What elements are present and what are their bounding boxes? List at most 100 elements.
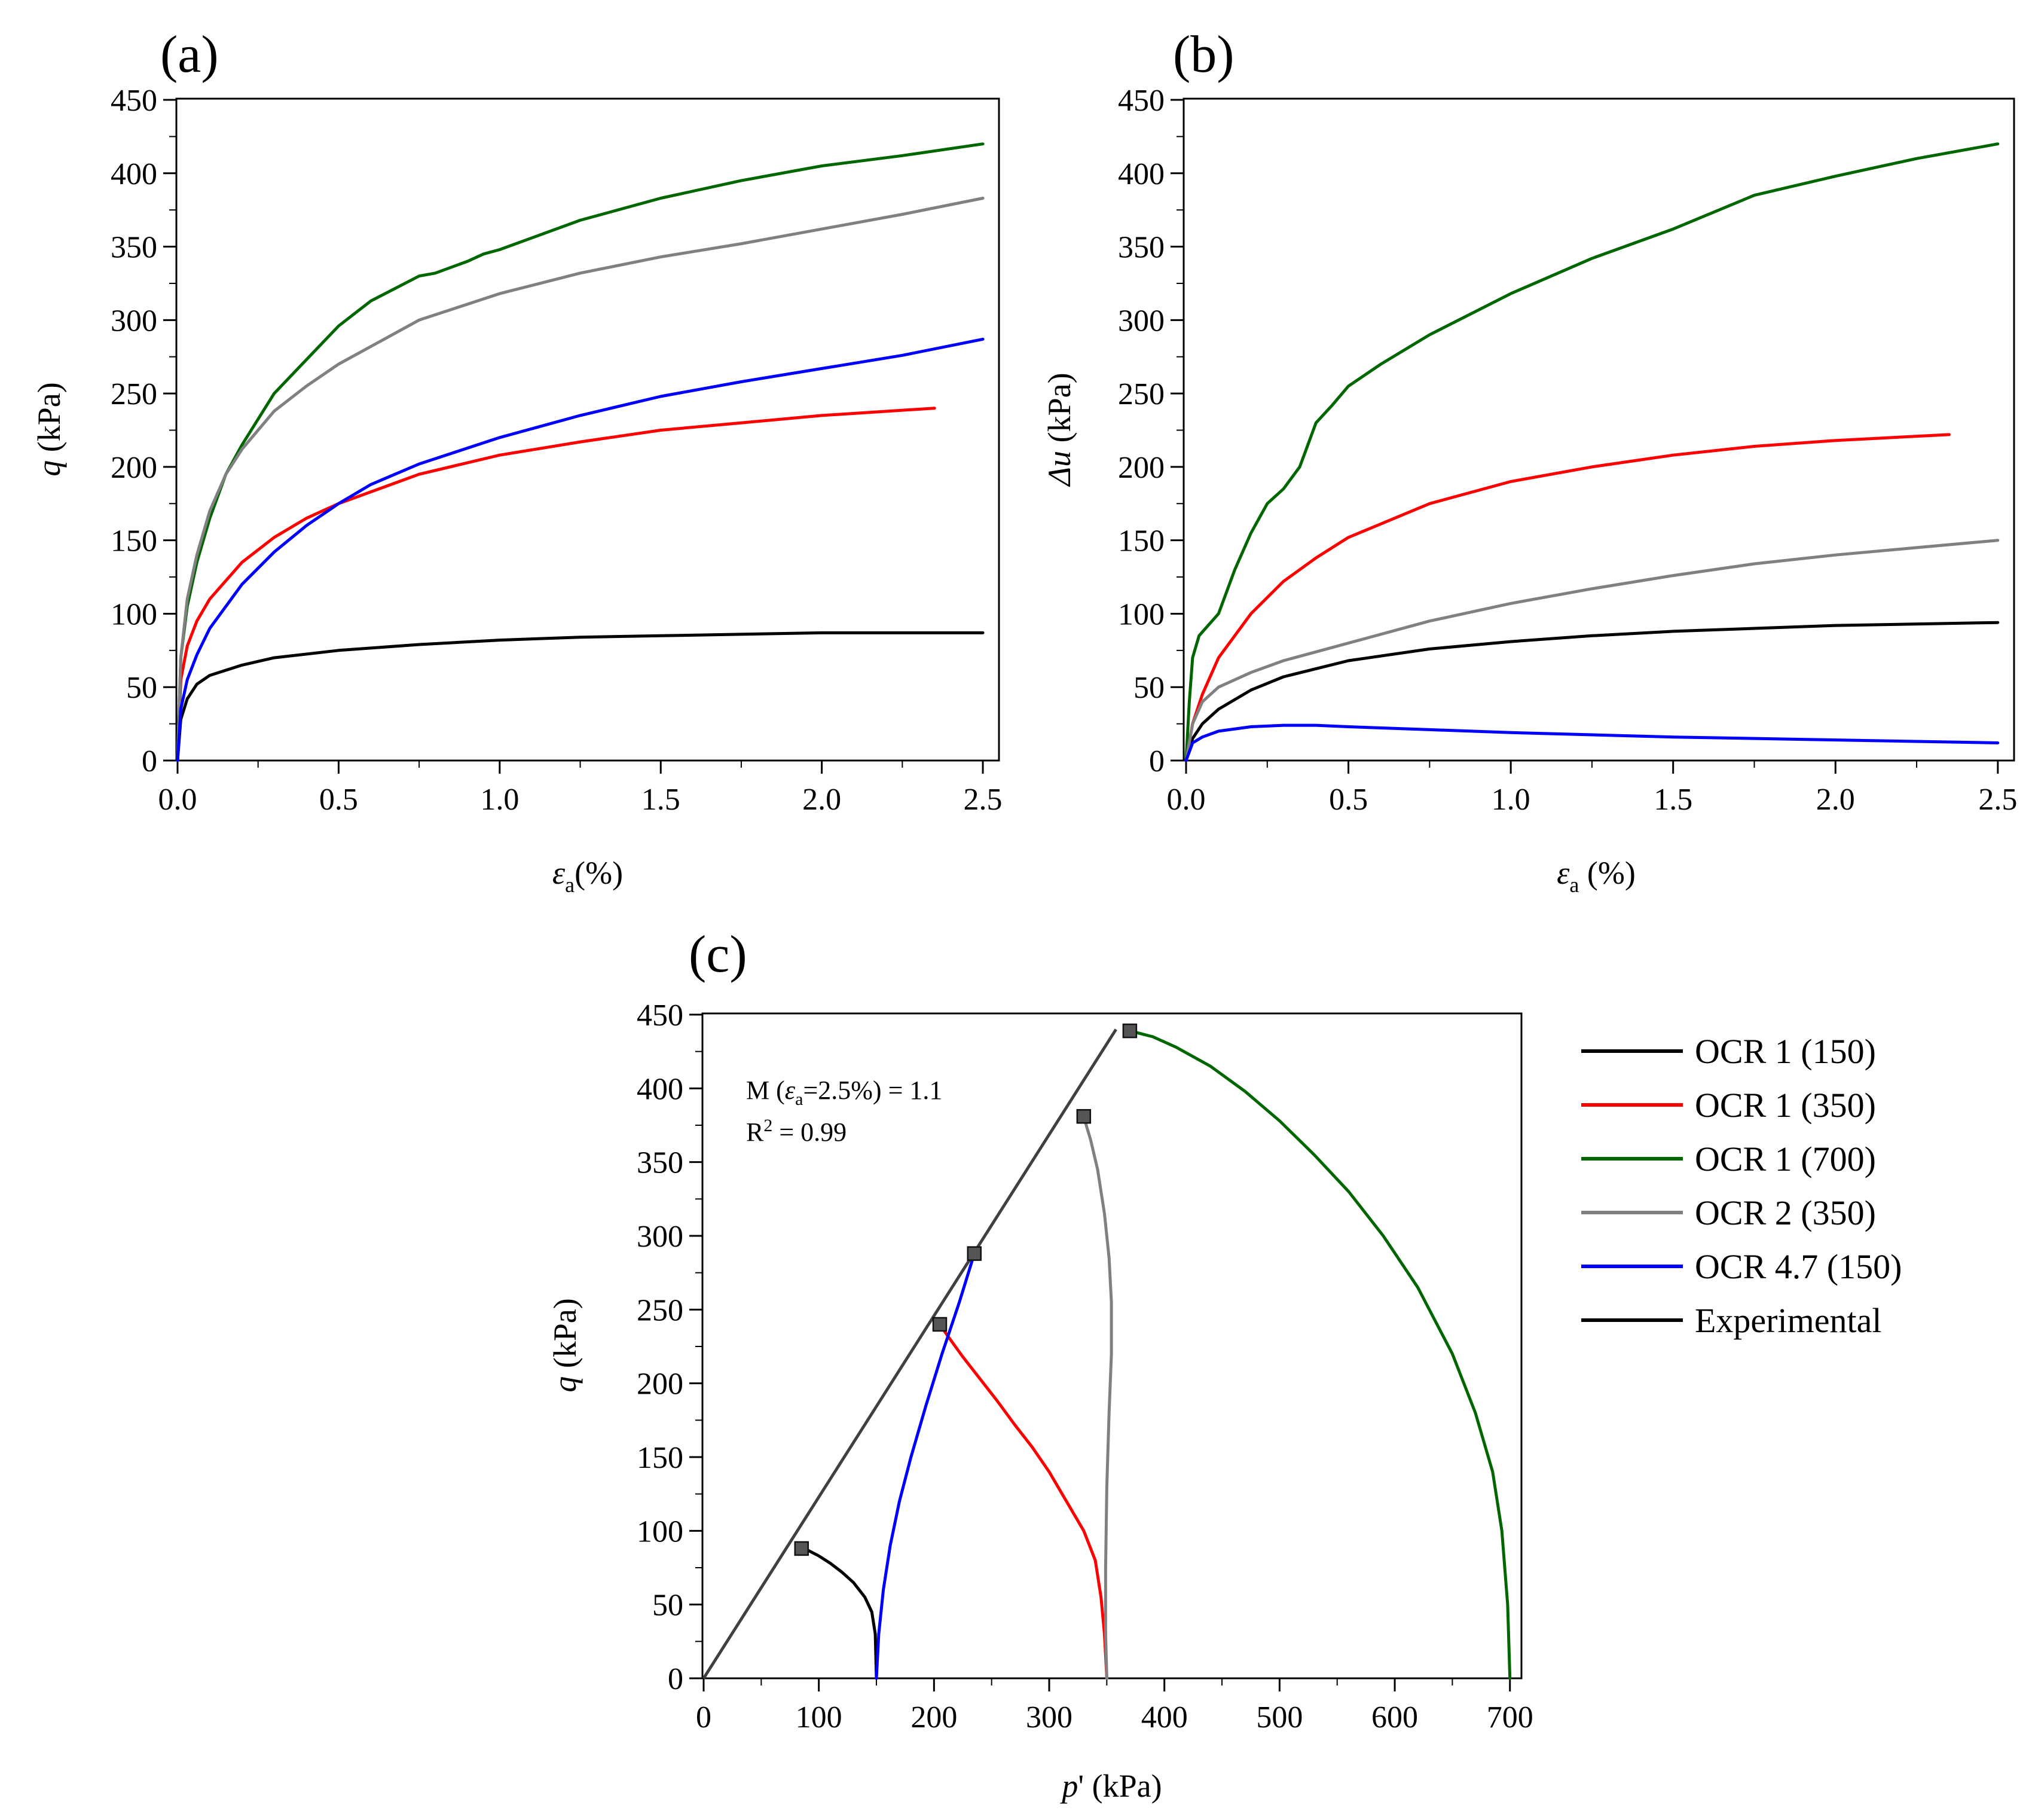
y-tick-label: 250 (111, 377, 157, 411)
panel-a: (a) 0.0 0.5 1.0 1.5 2.0 2.5 0 50 100 150 200 250 300… (31, 26, 1003, 897)
x-tick-label: 0.5 (319, 783, 358, 817)
x-tick-label: 2.0 (1816, 783, 1855, 817)
panel-b-frame (1182, 97, 2015, 762)
series-line (938, 1323, 1108, 1680)
panel-c-ylabel: q (kPa) (547, 1298, 583, 1392)
y-tick-label: 300 (637, 1220, 683, 1254)
y-tick-label: 100 (1118, 597, 1165, 631)
y-tick-label: 300 (1118, 304, 1165, 338)
y-tick-label: 0 (668, 1662, 683, 1696)
panel-c-xlabel: p' (kPa) (1059, 1768, 1162, 1804)
failure-point-marker (1076, 1109, 1092, 1124)
x-tick-label: 100 (796, 1700, 842, 1735)
y-tick-label: 0 (1149, 744, 1165, 778)
y-tick-label: 400 (637, 1072, 683, 1106)
panel-a-xlabel: εa(%) (552, 855, 623, 897)
legend-label: OCR 1 (150) (1695, 1032, 1876, 1071)
y-tick-label: 450 (111, 84, 157, 118)
legend-item-ocr47-150: OCR 4.7 (150) (1581, 1247, 1902, 1286)
series-line (1184, 433, 1951, 762)
panel-c: (c) 0 100 200 300 400 500 600 700 0 50 100 150 200 25… (547, 926, 1533, 1804)
panel-c-annotation-r2: R2 = 0.99 (746, 1116, 847, 1147)
y-tick-label: 200 (637, 1367, 683, 1401)
x-tick-label: 1.0 (480, 783, 519, 817)
x-tick-label: 0.0 (158, 783, 197, 817)
panel-b-xlabel: εa (%) (1557, 855, 1636, 897)
y-tick-label: 50 (126, 671, 157, 705)
y-tick-label: 350 (637, 1146, 683, 1180)
y-tick-label: 450 (637, 998, 683, 1033)
y-tick-label: 50 (1133, 671, 1165, 705)
y-tick-label: 350 (111, 231, 157, 265)
failure-point-marker (932, 1317, 948, 1332)
legend-label: OCR 1 (350) (1695, 1086, 1876, 1125)
series-line (1184, 142, 2000, 762)
y-tick-label: 250 (637, 1293, 683, 1327)
y-tick-label: 400 (1118, 157, 1165, 191)
panel-a-ylabel: q (kPa) (31, 382, 67, 476)
series-line (176, 197, 985, 762)
x-tick-label: 200 (910, 1700, 957, 1735)
series-line (1184, 723, 2000, 762)
x-tick-label: 500 (1256, 1700, 1303, 1735)
critical-state-line (702, 1028, 1117, 1679)
y-tick-label: 100 (637, 1514, 683, 1549)
x-tick-label: 600 (1371, 1700, 1418, 1735)
y-tick-label: 250 (1118, 377, 1165, 411)
y-tick-label: 100 (111, 597, 157, 631)
legend-item-ocr1-350: OCR 1 (350) (1581, 1086, 1876, 1125)
series-line (1128, 1029, 1512, 1680)
y-tick-label: 450 (1118, 84, 1165, 118)
y-tick-label: 200 (111, 451, 157, 485)
series-line (1184, 539, 2000, 762)
y-tick-label: 200 (1118, 451, 1165, 485)
x-tick-label: 400 (1141, 1700, 1188, 1735)
x-tick-label: 1.5 (1654, 783, 1692, 817)
series-line (176, 631, 985, 762)
x-tick-label: 2.5 (1978, 783, 2017, 817)
series-line (1184, 621, 2000, 762)
y-tick-label: 150 (637, 1441, 683, 1475)
x-tick-label: 2.0 (802, 783, 841, 817)
failure-point-marker (794, 1541, 809, 1556)
legend: OCR 1 (150) OCR 1 (350) OCR 1 (700) OCR … (1581, 1032, 1902, 1340)
y-tick-label: 150 (111, 524, 157, 558)
y-tick-label: 350 (1118, 231, 1165, 265)
panel-c-annotation-m: M (εa=2.5%) = 1.1 (746, 1076, 942, 1109)
panel-b-label: (b) (1173, 26, 1235, 84)
series-line (800, 1547, 878, 1680)
y-tick-label: 300 (111, 304, 157, 338)
panel-b: (b) 0.0 0.5 1.0 1.5 2.0 2.5 0 50 100 150 200 250 300… (1041, 26, 2017, 897)
failure-point-marker (967, 1246, 982, 1261)
x-tick-label: 700 (1487, 1700, 1533, 1735)
failure-point-marker (1122, 1023, 1138, 1039)
x-tick-label: 0.0 (1167, 783, 1206, 817)
x-tick-label: 1.0 (1492, 783, 1530, 817)
legend-item-ocr1-700: OCR 1 (700) (1581, 1140, 1876, 1178)
series-line (176, 142, 985, 762)
panel-c-label: (c) (689, 926, 747, 984)
x-tick-label: 2.5 (964, 783, 1003, 817)
series-line (176, 337, 985, 762)
legend-item-ocr2-350: OCR 2 (350) (1581, 1193, 1876, 1232)
y-tick-label: 150 (1118, 524, 1165, 558)
x-tick-label: 0.5 (1329, 783, 1368, 817)
y-tick-label: 0 (142, 744, 157, 778)
panel-a-label: (a) (160, 26, 219, 84)
legend-label: OCR 2 (350) (1695, 1193, 1876, 1232)
y-tick-label: 400 (111, 157, 157, 191)
legend-item-ocr1-150: OCR 1 (150) (1581, 1032, 1876, 1071)
series-line (1082, 1114, 1113, 1680)
legend-label: OCR 4.7 (150) (1695, 1247, 1902, 1286)
legend-item-experimental: Experimental (1581, 1301, 1881, 1340)
x-tick-label: 300 (1026, 1700, 1072, 1735)
series-line (875, 1252, 976, 1680)
panel-a-frame (175, 97, 1000, 762)
y-tick-label: 50 (652, 1589, 683, 1623)
legend-label: Experimental (1695, 1301, 1881, 1340)
legend-label: OCR 1 (700) (1695, 1140, 1876, 1178)
x-tick-label: 1.5 (641, 783, 680, 817)
panel-b-ylabel: Δu (kPa) (1041, 372, 1077, 487)
x-tick-label: 0 (696, 1700, 711, 1735)
